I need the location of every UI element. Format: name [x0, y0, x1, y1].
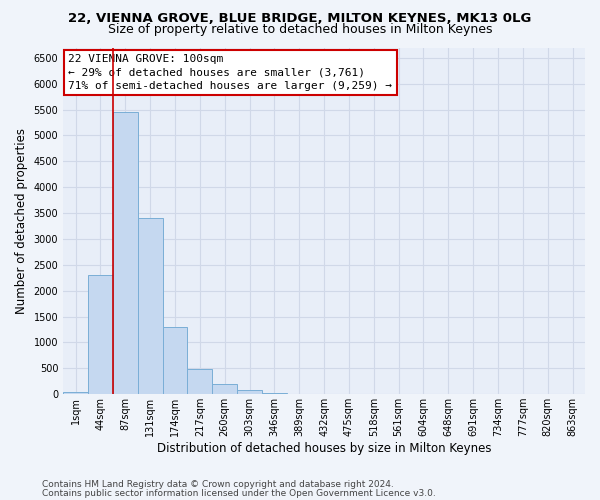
Bar [88, 275, 113, 394]
Text: 22 VIENNA GROVE: 100sqm
← 29% of detached houses are smaller (3,761)
71% of semi: 22 VIENNA GROVE: 100sqm ← 29% of detache… [68, 54, 392, 91]
Bar [262, 392, 287, 394]
Bar [163, 327, 187, 394]
Text: Contains public sector information licensed under the Open Government Licence v3: Contains public sector information licen… [42, 488, 436, 498]
X-axis label: Distribution of detached houses by size in Milton Keynes: Distribution of detached houses by size … [157, 442, 491, 455]
Bar [113, 112, 138, 394]
Text: Contains HM Land Registry data © Crown copyright and database right 2024.: Contains HM Land Registry data © Crown c… [42, 480, 394, 489]
Bar [237, 390, 262, 394]
Bar [63, 392, 88, 394]
Text: 22, VIENNA GROVE, BLUE BRIDGE, MILTON KEYNES, MK13 0LG: 22, VIENNA GROVE, BLUE BRIDGE, MILTON KE… [68, 12, 532, 26]
Text: Size of property relative to detached houses in Milton Keynes: Size of property relative to detached ho… [108, 22, 492, 36]
Bar [212, 384, 237, 394]
Bar [187, 370, 212, 394]
Y-axis label: Number of detached properties: Number of detached properties [15, 128, 28, 314]
Bar [138, 218, 163, 394]
